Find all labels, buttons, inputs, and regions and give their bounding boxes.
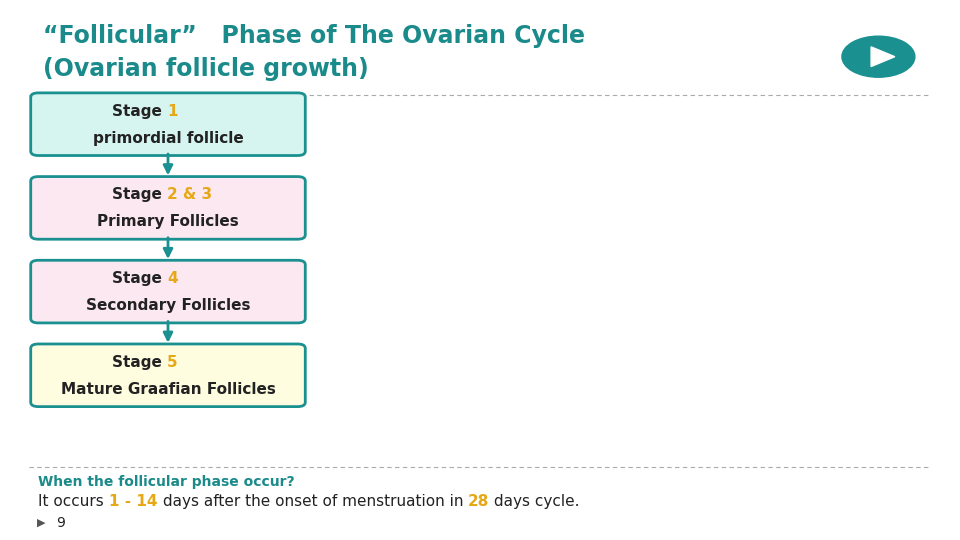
Text: primordial follicle: primordial follicle [92,131,244,146]
Text: It occurs: It occurs [38,494,109,509]
FancyBboxPatch shape [31,93,305,156]
Text: 28: 28 [468,494,490,509]
Text: Stage: Stage [112,104,167,119]
Text: (Ovarian follicle growth): (Ovarian follicle growth) [43,57,369,80]
Text: Secondary Follicles: Secondary Follicles [85,298,251,313]
FancyBboxPatch shape [31,260,305,323]
Text: ▶: ▶ [36,518,45,528]
Text: When the follicular phase occur?: When the follicular phase occur? [38,475,295,489]
Text: Stage: Stage [112,355,167,370]
Text: 1: 1 [167,104,178,119]
Text: Mature Graafian Follicles: Mature Graafian Follicles [60,382,276,397]
Text: days cycle.: days cycle. [490,494,580,509]
Polygon shape [871,47,895,66]
Text: days after the onset of menstruation in: days after the onset of menstruation in [157,494,468,509]
Text: Primary Follicles: Primary Follicles [97,214,239,230]
Text: 9: 9 [56,516,64,530]
FancyBboxPatch shape [31,344,305,407]
Text: Stage: Stage [112,271,167,286]
Text: 5: 5 [167,355,178,370]
Text: 1 - 14: 1 - 14 [109,494,157,509]
Text: “Follicular”   Phase of The Ovarian Cycle: “Follicular” Phase of The Ovarian Cycle [43,24,586,48]
Text: 4: 4 [167,271,178,286]
Text: Stage: Stage [112,187,167,202]
Text: 2 & 3: 2 & 3 [167,187,212,202]
Circle shape [842,36,915,77]
FancyBboxPatch shape [31,177,305,239]
